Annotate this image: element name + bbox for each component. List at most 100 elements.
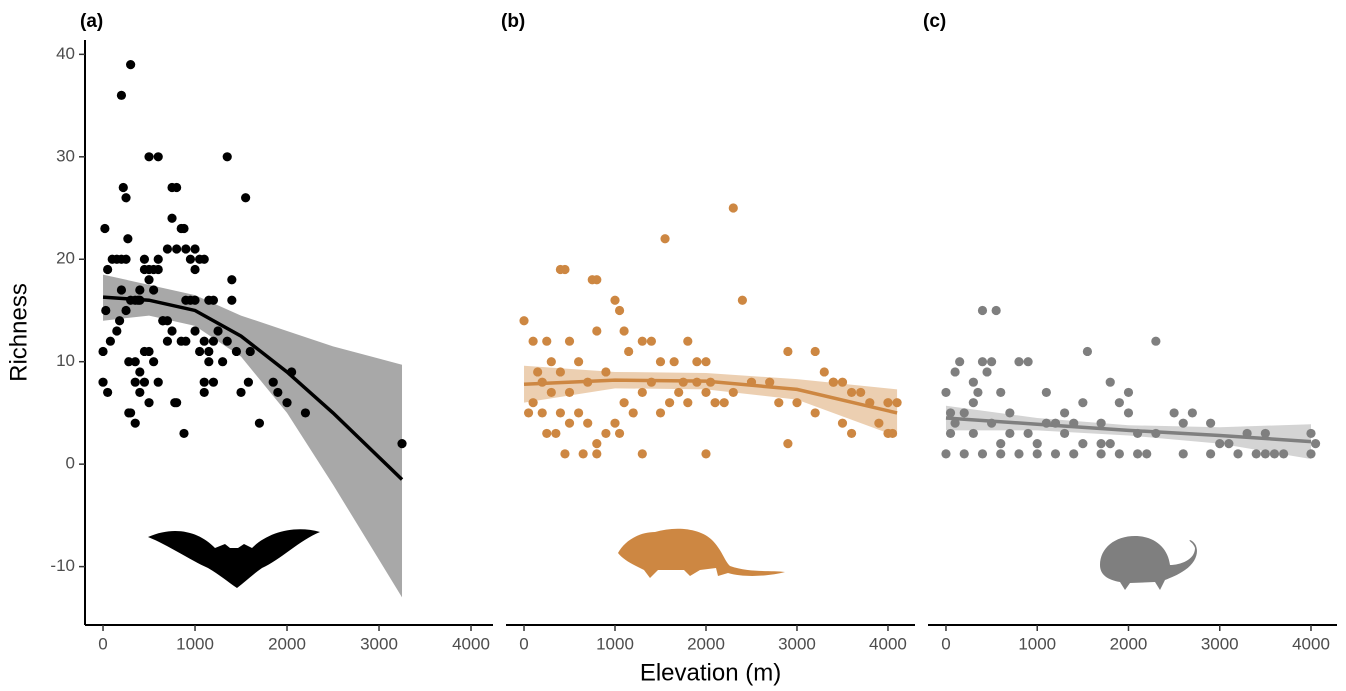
point xyxy=(98,346,108,357)
point xyxy=(1060,428,1070,439)
point xyxy=(130,377,140,387)
point xyxy=(144,346,154,357)
x-tick-label: 0 xyxy=(941,634,950,653)
point xyxy=(601,428,611,439)
point xyxy=(1005,428,1015,439)
fit-line xyxy=(945,416,1312,444)
x-tick-label: 2000 xyxy=(1110,634,1148,653)
point xyxy=(892,398,902,408)
x-tick-label: 4000 xyxy=(452,634,490,653)
point xyxy=(397,439,407,449)
point xyxy=(537,408,547,418)
point xyxy=(144,152,154,162)
point xyxy=(968,428,978,439)
point xyxy=(1279,449,1289,459)
point xyxy=(564,387,575,398)
point xyxy=(1014,357,1024,367)
point xyxy=(977,449,988,459)
point xyxy=(1032,439,1042,449)
point xyxy=(139,254,150,264)
point xyxy=(583,418,593,428)
point xyxy=(1078,439,1088,449)
point xyxy=(792,398,802,408)
point xyxy=(819,367,829,377)
point xyxy=(100,223,110,234)
point xyxy=(116,90,127,100)
point xyxy=(1206,418,1216,428)
point xyxy=(528,398,538,408)
point xyxy=(1178,418,1188,428)
point xyxy=(601,367,611,377)
y-tick-label: 0 xyxy=(66,454,75,473)
rodent-icon xyxy=(618,528,785,578)
point xyxy=(170,398,180,408)
point xyxy=(185,295,196,305)
point xyxy=(103,264,113,275)
point xyxy=(669,357,679,367)
y-tick-label: 40 xyxy=(56,44,75,63)
point xyxy=(555,408,566,418)
point xyxy=(1151,336,1161,346)
point xyxy=(153,254,163,264)
point xyxy=(195,346,205,357)
point xyxy=(950,418,960,428)
point xyxy=(1005,408,1015,418)
point xyxy=(968,377,978,387)
point xyxy=(574,357,584,367)
point xyxy=(996,449,1006,459)
point xyxy=(1306,449,1316,459)
point xyxy=(578,449,588,459)
panel-label: (a) xyxy=(80,11,103,32)
point xyxy=(655,357,666,367)
point xyxy=(222,152,232,162)
point xyxy=(179,428,189,439)
point xyxy=(103,387,113,398)
point xyxy=(1260,449,1270,459)
point xyxy=(610,295,620,305)
y-tick-label: 10 xyxy=(56,351,75,370)
y-tick-label: -10 xyxy=(50,556,75,575)
point xyxy=(144,398,154,408)
point xyxy=(121,305,131,316)
point xyxy=(660,234,670,244)
point xyxy=(1014,449,1024,459)
point xyxy=(945,408,956,418)
point xyxy=(1123,387,1134,398)
point xyxy=(628,408,638,418)
point xyxy=(1096,439,1106,449)
x-tick-label: 3000 xyxy=(1201,634,1239,653)
point xyxy=(1105,439,1115,449)
point xyxy=(204,357,214,367)
bat-icon xyxy=(148,529,320,588)
point xyxy=(1069,449,1079,459)
point xyxy=(227,295,237,305)
point xyxy=(555,367,566,377)
point xyxy=(941,387,951,398)
point xyxy=(1169,408,1179,418)
x-tick-label: 0 xyxy=(519,634,528,653)
point xyxy=(619,398,629,408)
point xyxy=(149,357,159,367)
point xyxy=(190,326,200,336)
point xyxy=(846,387,857,398)
point xyxy=(846,428,857,439)
confidence-ribbon xyxy=(945,405,1311,460)
point xyxy=(683,398,693,408)
point xyxy=(637,449,647,459)
point xyxy=(991,305,1001,316)
point xyxy=(977,357,988,367)
point xyxy=(273,387,283,398)
point xyxy=(162,244,173,254)
point xyxy=(950,367,960,377)
point xyxy=(135,367,145,377)
point xyxy=(1178,449,1188,459)
point xyxy=(710,398,720,408)
point xyxy=(528,336,538,346)
point xyxy=(254,418,265,428)
x-tick-label: 1000 xyxy=(176,634,214,653)
point xyxy=(728,203,738,213)
x-tick-label: 4000 xyxy=(1292,634,1330,653)
point xyxy=(124,408,134,418)
panel-label: (b) xyxy=(501,11,525,32)
